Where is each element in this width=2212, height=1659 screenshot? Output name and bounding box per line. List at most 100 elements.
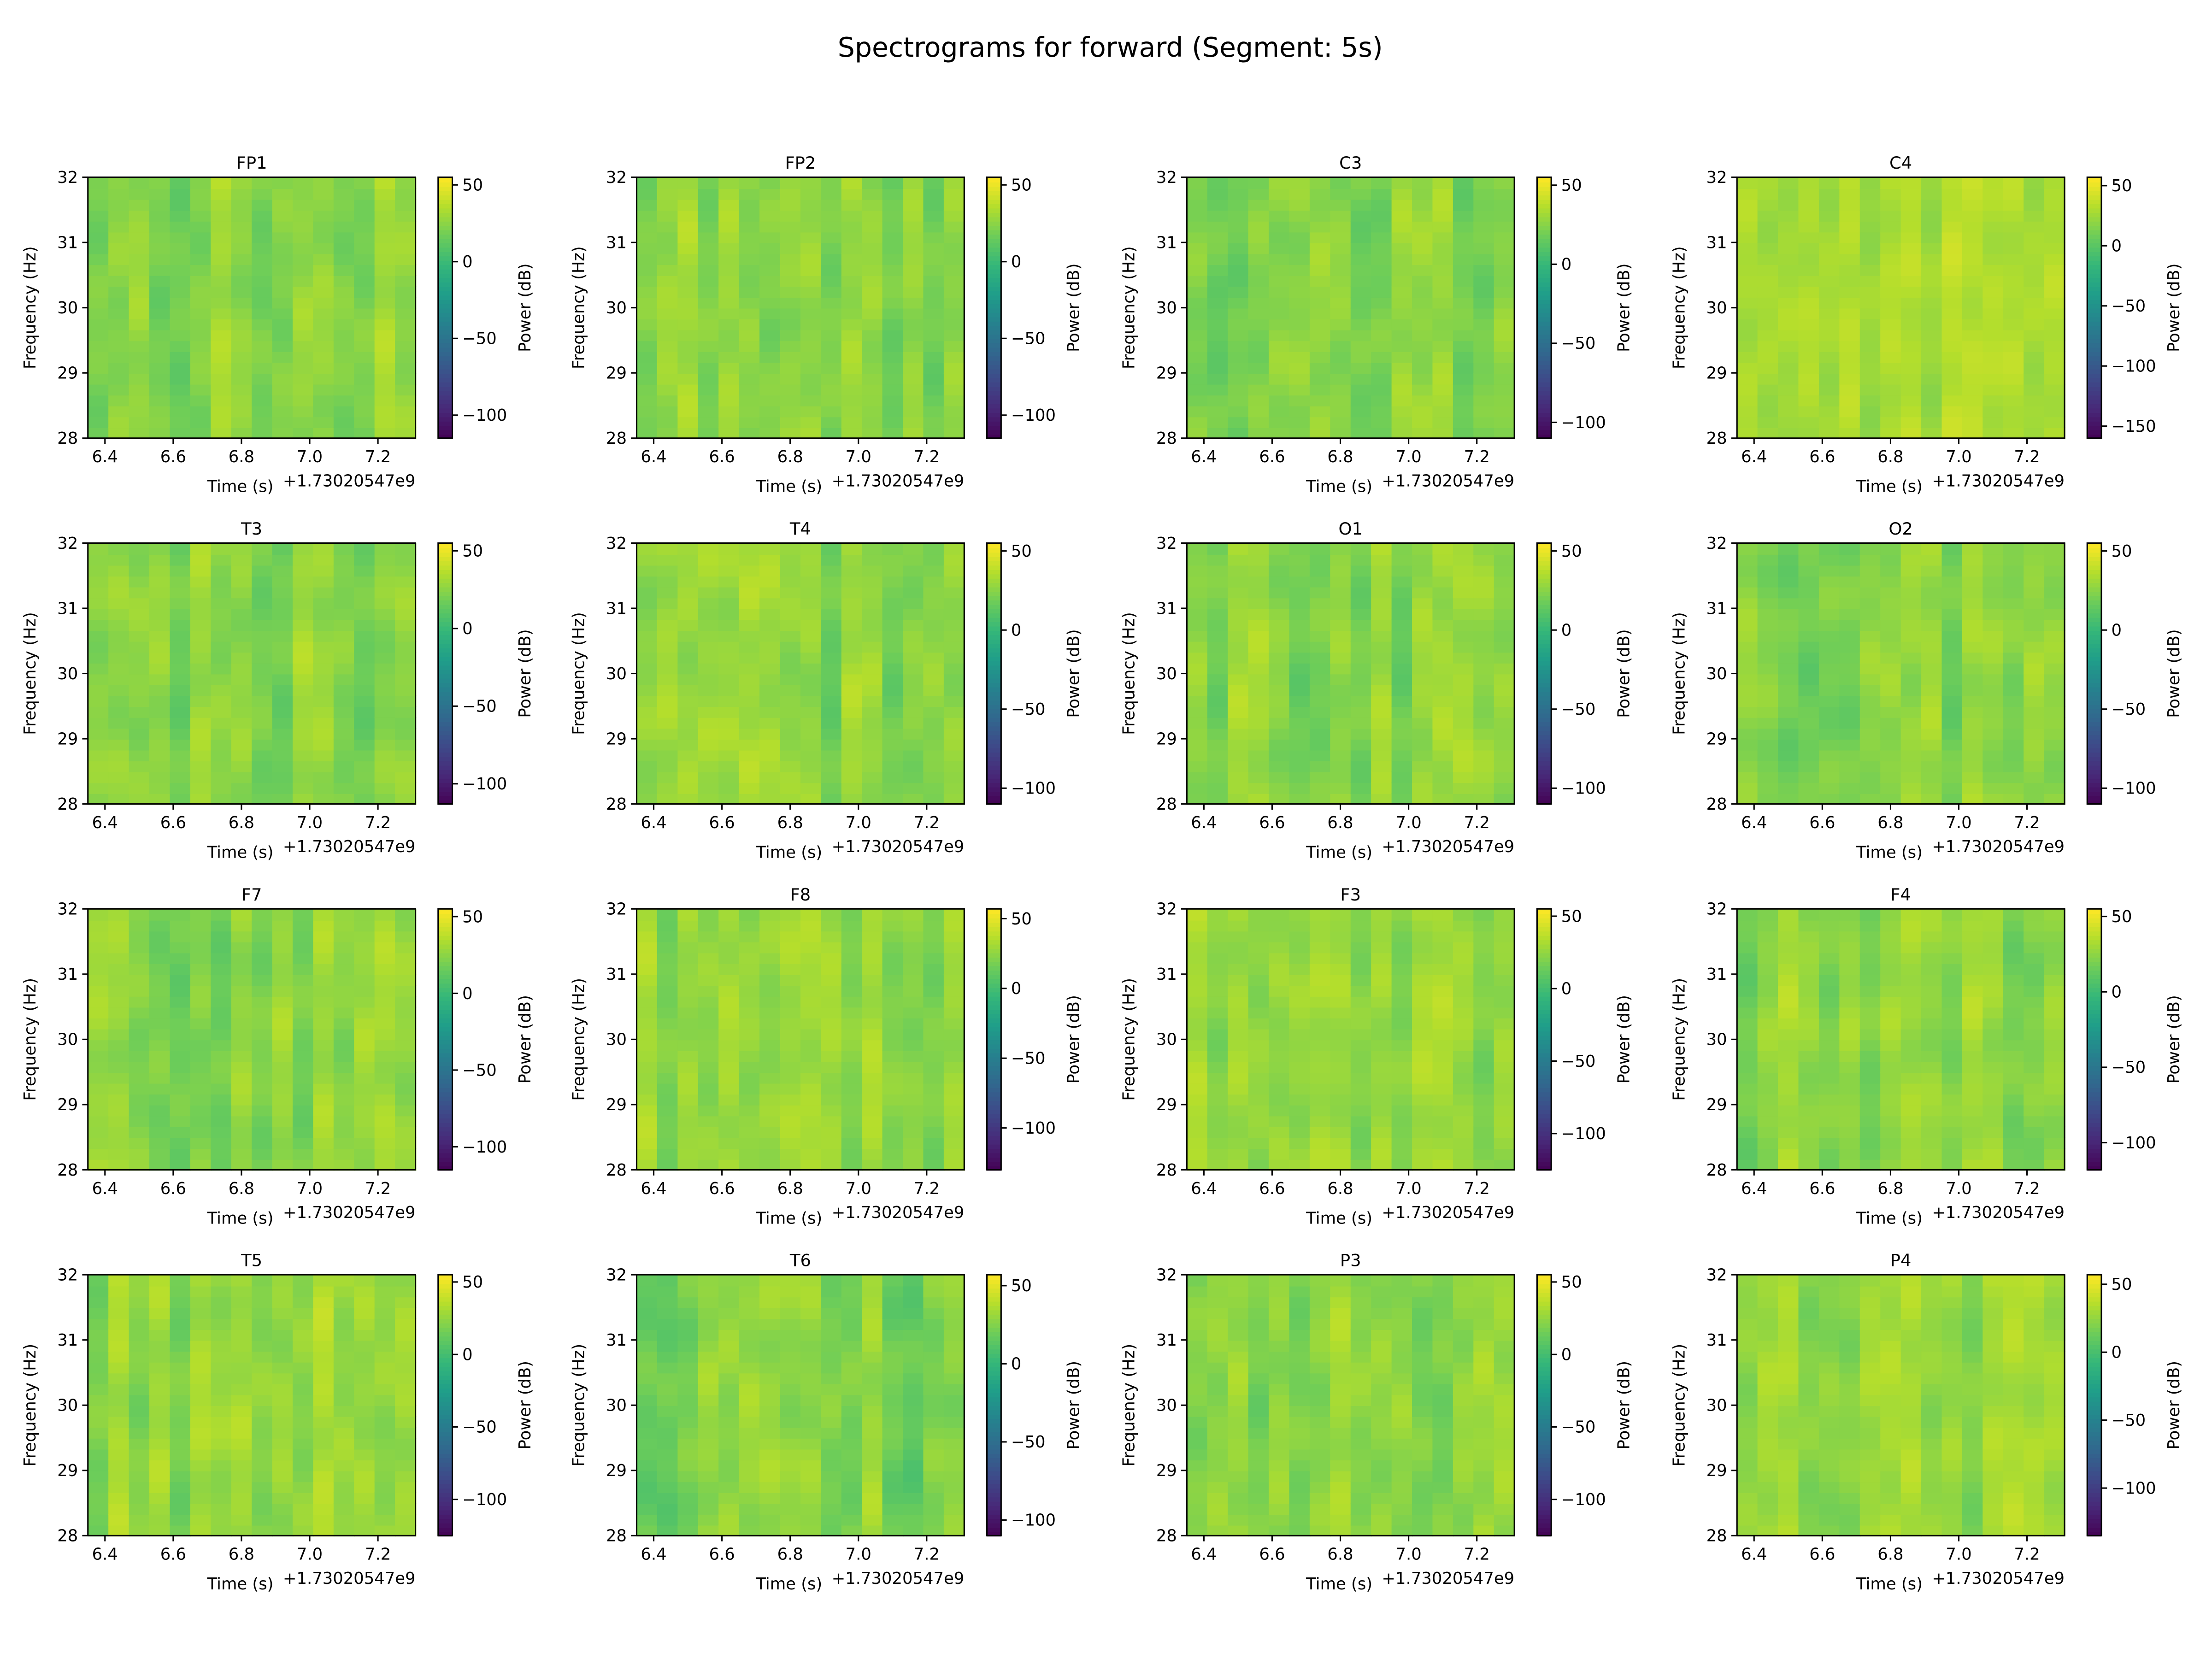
colorbar-tick-label: −50 — [462, 1061, 497, 1080]
colorbar-segment — [1537, 791, 1552, 796]
heatmap-cell — [1432, 220, 1454, 233]
heatmap-cell — [1432, 771, 1454, 783]
heatmap-cell — [882, 996, 904, 1008]
heatmap-cell — [395, 554, 417, 566]
heatmap-cell — [1248, 1018, 1270, 1030]
colorbar-segment — [2087, 782, 2101, 788]
heatmap-cell — [2024, 318, 2045, 330]
heatmap-cell — [190, 641, 212, 653]
heatmap-cell — [231, 307, 253, 320]
colorbar-segment — [438, 712, 453, 718]
heatmap-cell — [1207, 416, 1229, 429]
heatmap-cell — [1309, 307, 1331, 320]
heatmap-cell — [395, 253, 417, 265]
heatmap-cell — [1330, 231, 1352, 243]
heatmap-cell — [252, 1050, 273, 1062]
heatmap-cell — [943, 1072, 965, 1084]
heatmap-cell — [718, 1050, 740, 1062]
colorbar-segment — [1537, 552, 1552, 557]
heatmap-cell — [1371, 673, 1393, 685]
heatmap-cell — [1737, 793, 1759, 805]
x-tick-label: 7.2 — [1464, 813, 1490, 832]
heatmap-cell — [395, 199, 417, 211]
heatmap-cell — [636, 1159, 658, 1171]
heatmap-cell — [759, 695, 781, 707]
heatmap-cell — [1859, 329, 1882, 341]
heatmap-cell — [1248, 930, 1270, 942]
heatmap-cell — [862, 706, 883, 718]
colorbar-segment — [438, 786, 453, 792]
heatmap-cell — [252, 1028, 273, 1041]
heatmap-cell — [395, 340, 417, 352]
y-tick-label: 30 — [57, 665, 78, 683]
heatmap-cell — [759, 416, 781, 429]
heatmap-cell — [313, 1159, 335, 1171]
heatmap-cell — [1962, 264, 1984, 276]
heatmap-cell — [882, 919, 904, 932]
heatmap-cell — [841, 307, 863, 320]
heatmap-cell — [800, 275, 822, 287]
heatmap-cell — [313, 630, 335, 642]
heatmap-cell — [1778, 253, 1800, 265]
colorbar-segment — [1537, 234, 1552, 239]
heatmap-cell — [923, 231, 945, 243]
heatmap-cell — [1839, 684, 1861, 696]
heatmap-cell — [2024, 340, 2045, 352]
colorbar-segment — [438, 407, 453, 413]
heatmap-cell — [1921, 630, 1943, 642]
heatmap-cell — [374, 210, 396, 222]
heatmap-cell — [780, 576, 801, 588]
colorbar-segment — [987, 591, 1001, 596]
heatmap-cell — [333, 253, 355, 265]
heatmap-cell — [190, 351, 212, 363]
heatmap-cell — [882, 1039, 904, 1051]
heatmap-cell — [657, 340, 679, 352]
heatmap-cell — [252, 952, 273, 965]
heatmap-cell — [374, 1028, 396, 1041]
heatmap-cell — [1248, 210, 1270, 222]
heatmap-cell — [1432, 394, 1454, 406]
heatmap-cell — [903, 177, 924, 189]
heatmap-cell — [354, 760, 376, 772]
heatmap-cell — [657, 1082, 679, 1095]
heatmap-cell — [862, 1061, 883, 1073]
heatmap-cell — [862, 1018, 883, 1030]
heatmap-cell — [698, 1094, 720, 1106]
heatmap-cell — [657, 394, 679, 406]
heatmap-cell — [718, 749, 740, 762]
heatmap-cell — [333, 406, 355, 418]
heatmap-cell — [2044, 717, 2065, 729]
heatmap-cell — [862, 996, 883, 1008]
heatmap-cell — [862, 1094, 883, 1106]
colorbar-segment — [2087, 277, 2101, 282]
heatmap-cell — [333, 242, 355, 254]
heatmap-cell — [1350, 576, 1372, 588]
heatmap-cell — [252, 963, 273, 975]
heatmap-cell — [108, 1072, 130, 1084]
heatmap-cell — [677, 996, 699, 1008]
heatmap-cell — [2003, 406, 2024, 418]
heatmap-cell — [211, 782, 232, 794]
heatmap-cell — [1757, 318, 1779, 330]
heatmap-cell — [821, 275, 842, 287]
heatmap-cell — [1228, 1159, 1249, 1171]
heatmap-cell — [821, 383, 842, 396]
x-offset-text: +1.73020547e9 — [1932, 837, 2065, 856]
heatmap-cell — [1900, 264, 1922, 276]
heatmap-cell — [170, 930, 191, 942]
heatmap-cell — [1187, 782, 1208, 794]
heatmap-cell — [1350, 373, 1372, 385]
heatmap-cell — [1330, 793, 1352, 805]
heatmap-cell — [718, 373, 740, 385]
heatmap-cell — [841, 188, 863, 200]
heatmap-cell — [800, 1039, 822, 1051]
heatmap-cell — [313, 394, 335, 406]
heatmap-cell — [1309, 1082, 1331, 1095]
colorbar-tick-label: 0 — [1561, 255, 1572, 274]
heatmap-cell — [1371, 619, 1393, 631]
heatmap-cell — [1289, 608, 1311, 620]
heatmap-cell — [636, 394, 658, 406]
heatmap-cell — [211, 199, 232, 211]
colorbar-segment — [987, 247, 1001, 252]
heatmap-cell — [923, 771, 945, 783]
